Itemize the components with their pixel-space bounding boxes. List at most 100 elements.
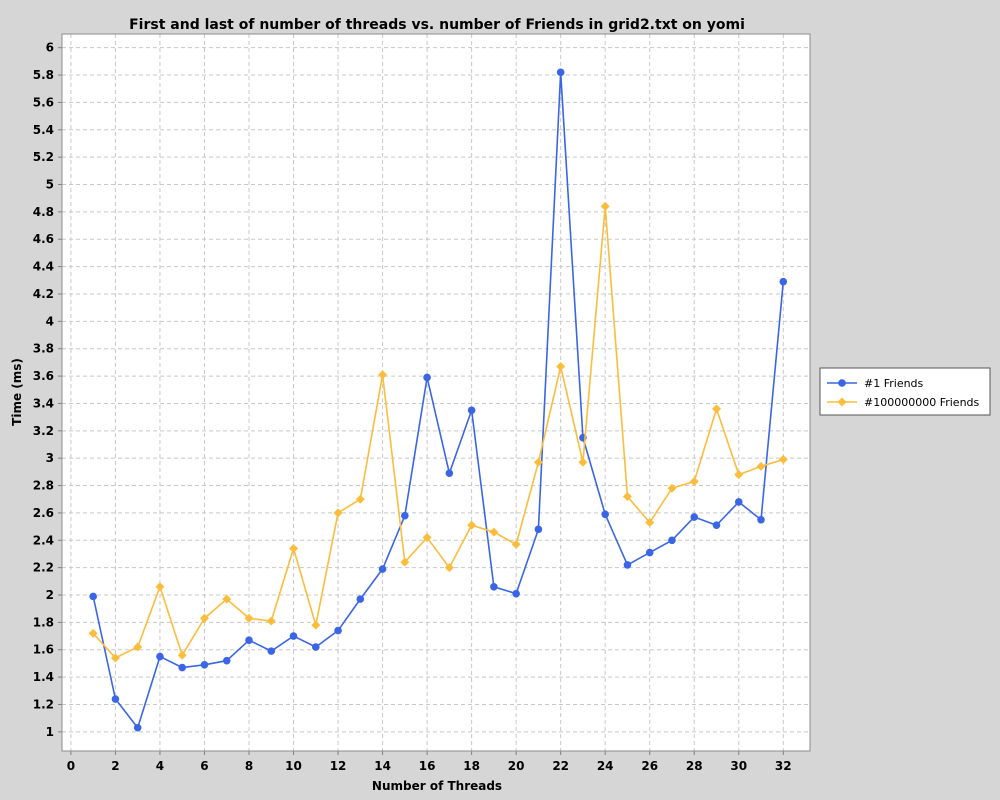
series-2-point <box>667 483 677 493</box>
y-tick-label: 3 <box>46 451 54 465</box>
series-1-point <box>311 643 320 651</box>
series-1-point <box>89 592 97 601</box>
x-tick-label: 18 <box>463 759 480 773</box>
series-2-point <box>199 613 209 623</box>
series-1 <box>89 68 788 732</box>
x-tick-label: 28 <box>686 759 703 773</box>
series-1-point <box>467 406 476 415</box>
series-1-point <box>623 561 632 569</box>
series-1-point <box>156 652 164 661</box>
series-2-point <box>110 653 120 663</box>
y-tick-label: 1.2 <box>33 697 54 711</box>
x-tick-label: 2 <box>111 759 119 773</box>
series-layer <box>88 68 788 732</box>
series-2-point <box>311 620 321 630</box>
x-tick-label: 8 <box>245 759 253 773</box>
series-2-point <box>467 520 477 530</box>
series-1-point <box>401 511 409 520</box>
x-tick-label: 10 <box>285 759 302 773</box>
y-tick-label: 3.8 <box>33 342 54 356</box>
series-1-point <box>512 589 520 598</box>
axes: 1 1.2 1.4 1.6 1.8 2 2.2 2.4 2.6 2.8 3 3.2 3.4 3.6 3.8 4… <box>33 41 792 773</box>
y-axis-label: Time (ms) <box>10 358 24 426</box>
series-2-point <box>756 461 766 471</box>
x-tick-label: 22 <box>552 759 569 773</box>
x-tick-label: 26 <box>641 759 658 773</box>
legend-box <box>819 367 991 416</box>
y-tick-label: 5.2 <box>33 150 54 164</box>
plot-area <box>61 33 811 752</box>
series-2-point <box>266 616 276 626</box>
series-2-point <box>556 362 566 372</box>
x-tick-label: 16 <box>419 759 436 773</box>
y-tick-label: 4.4 <box>33 260 54 274</box>
x-tick-label: 4 <box>156 759 164 773</box>
series-2-point <box>222 594 232 604</box>
y-tick-label: 3.4 <box>33 396 54 410</box>
series-2-point <box>422 533 432 543</box>
series-1-point <box>267 647 276 655</box>
series-2-point <box>133 642 143 652</box>
series-1-point <box>645 548 654 557</box>
x-tick-label: 20 <box>508 759 525 773</box>
series-2-point <box>734 470 744 480</box>
series-1-point <box>445 469 454 478</box>
series-2-point <box>489 527 499 537</box>
series-2-point <box>645 517 655 527</box>
y-tick-label: 5.4 <box>33 123 54 137</box>
y-tick-label: 2.2 <box>33 561 54 575</box>
y-tick-label: 6 <box>46 41 54 55</box>
y-tick-label: 4.8 <box>33 205 54 219</box>
x-tick-label: 32 <box>775 759 792 773</box>
series-1-point <box>668 536 676 545</box>
legend-series-2-marker <box>837 397 847 407</box>
series-2-point <box>689 476 699 486</box>
series-2-point <box>712 404 721 414</box>
y-tick-label: 5.8 <box>33 68 54 82</box>
series-1-point <box>556 68 565 77</box>
y-tick-label: 2.4 <box>33 533 54 547</box>
y-tick-label: 4.2 <box>33 287 54 301</box>
series-1-point <box>690 513 699 521</box>
series-1-point <box>178 663 187 672</box>
series-1-point <box>779 277 788 286</box>
legend-series-2-label: #100000000 Friends <box>864 396 980 409</box>
gridlines <box>62 34 810 751</box>
series-2-point <box>600 201 610 211</box>
series-2-point <box>778 455 788 465</box>
y-tick-label: 1.8 <box>33 615 54 629</box>
series-2-point <box>578 457 588 467</box>
series-2-point <box>289 543 299 553</box>
y-tick-label: 3.2 <box>33 424 54 438</box>
y-tick-label: 2.6 <box>33 506 54 520</box>
series-1-point <box>712 521 721 530</box>
x-tick-label: 30 <box>730 759 747 773</box>
legend-series-1-label: #1 Friends <box>864 377 924 390</box>
chart-title: First and last of number of threads vs. … <box>129 17 745 33</box>
y-tick-label: 5.6 <box>33 95 54 109</box>
series-2-point <box>533 457 543 467</box>
series-1-point <box>334 626 342 635</box>
series-2-point <box>622 491 632 501</box>
y-tick-label: 1 <box>46 725 54 739</box>
legend: #1 Friends #100000000 Friends <box>819 367 991 416</box>
series-2-point <box>333 508 343 518</box>
series-1-point <box>757 515 765 524</box>
x-tick-label: 12 <box>330 759 347 773</box>
series-2-point <box>444 563 454 573</box>
y-tick-label: 4.6 <box>33 232 54 246</box>
series-1-point <box>245 636 253 644</box>
series-1-point <box>111 695 120 703</box>
x-tick-label: 14 <box>374 759 391 773</box>
series-1-point <box>423 373 431 382</box>
series-1-point <box>356 595 365 603</box>
series-1-point <box>378 565 387 573</box>
series-2-point <box>177 650 187 660</box>
series-1-point <box>289 632 298 640</box>
legend-series-1-marker <box>838 379 846 387</box>
series-2-point <box>511 539 521 549</box>
series-2-point <box>244 613 254 623</box>
series-2-point <box>355 494 365 504</box>
x-axis-label: Number of Threads <box>372 779 502 793</box>
